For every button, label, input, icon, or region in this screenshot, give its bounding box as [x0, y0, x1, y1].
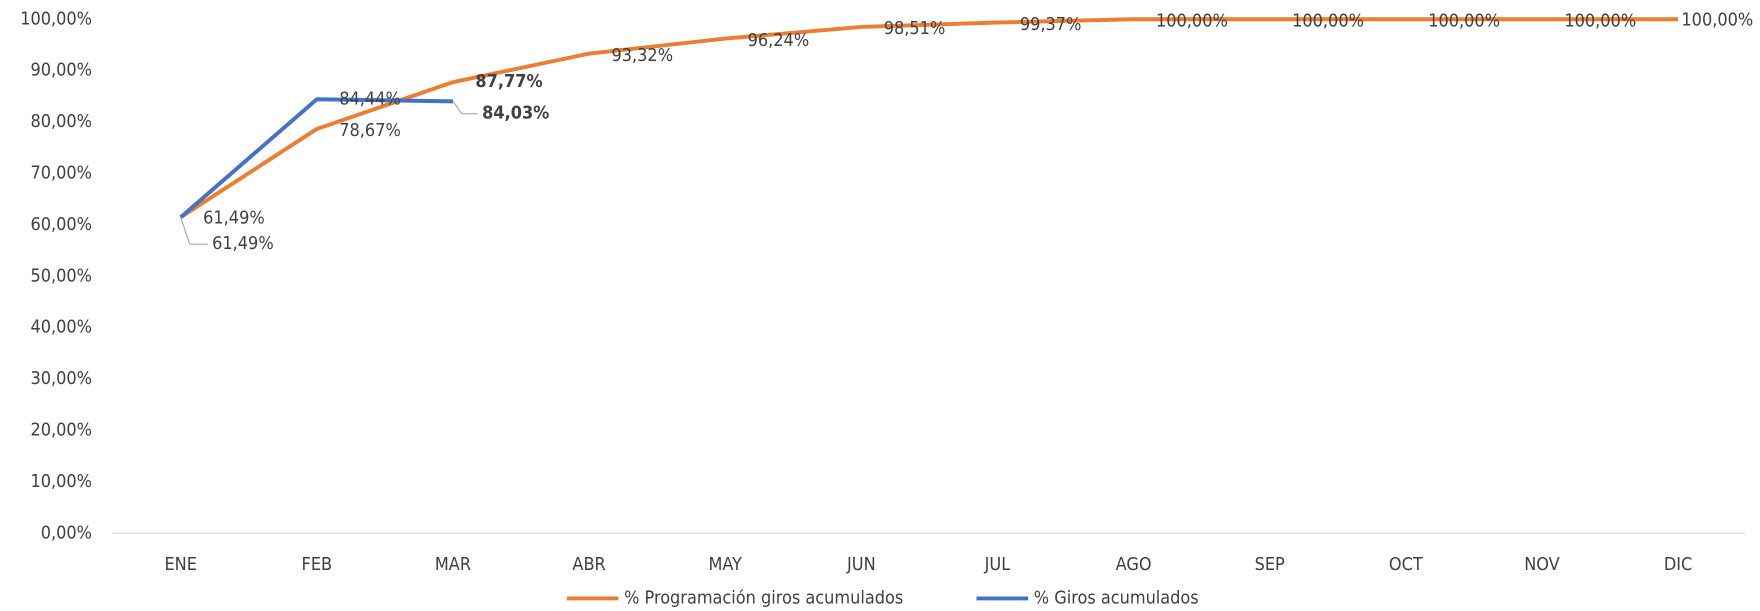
leader-line [452, 101, 478, 115]
data-label: 100,00% [1564, 11, 1636, 32]
x-tick-label: ENE [164, 554, 196, 575]
data-labels: 61,49% 78,67% 87,77% 93,32% 96,24% 98,51% 99,3… [180, 9, 1753, 254]
legend-label: % Giros acumulados [1034, 587, 1199, 608]
x-tick-label: JUL [984, 554, 1011, 575]
data-label: 100,00% [1681, 9, 1753, 30]
y-tick-label: 50,00% [31, 265, 93, 286]
y-tick-label: 100,00% [20, 8, 92, 29]
plot [179, 17, 1679, 219]
legend: % Programación giros acumulados % Giros a… [566, 587, 1199, 608]
x-tick-label: SEP [1255, 554, 1285, 575]
x-tick-label: ABR [572, 554, 605, 575]
data-label: 100,00% [1428, 11, 1500, 32]
data-label: 96,24% [748, 30, 810, 51]
y-tick-label: 0,00% [41, 522, 92, 543]
data-label: 84,44% [339, 88, 401, 109]
line-series [179, 97, 453, 219]
x-tick-label: DIC [1664, 554, 1692, 575]
data-label: 99,37% [1020, 14, 1082, 35]
x-tick-label: JUN [846, 554, 876, 575]
legend-label: % Programación giros acumulados [624, 587, 903, 608]
y-tick-label: 40,00% [31, 317, 93, 338]
data-label: 78,67% [339, 120, 401, 141]
data-label: 98,51% [884, 18, 946, 39]
data-label: 61,49% [212, 233, 274, 254]
y-tick-label: 30,00% [31, 368, 93, 389]
x-tick-label: AGO [1116, 554, 1152, 575]
y-tick-label: 90,00% [31, 60, 93, 81]
data-label: 61,49% [203, 207, 265, 228]
data-label: 100,00% [1156, 11, 1228, 32]
y-tick-label: 80,00% [31, 111, 93, 132]
y-tick-label: 60,00% [31, 214, 93, 235]
x-tick-label: FEB [302, 554, 333, 575]
data-label: 100,00% [1292, 11, 1364, 32]
leader-line [180, 217, 208, 245]
x-tick-label: NOV [1524, 554, 1560, 575]
y-tick-label: 10,00% [31, 471, 93, 492]
axes: 0,00% 10,00% 20,00% 30,00% 40,00% 50,00% 60,00… [20, 8, 1746, 575]
data-label: 84,03% [482, 103, 549, 124]
data-label: 93,32% [612, 45, 674, 66]
y-tick-label: 70,00% [31, 162, 93, 183]
y-tick-label: 20,00% [31, 420, 93, 441]
data-label: 87,77% [475, 71, 542, 92]
x-tick-label: OCT [1389, 554, 1423, 575]
x-tick-label: MAY [708, 554, 742, 575]
line-series [179, 17, 1679, 219]
x-tick-label: MAR [435, 554, 471, 575]
